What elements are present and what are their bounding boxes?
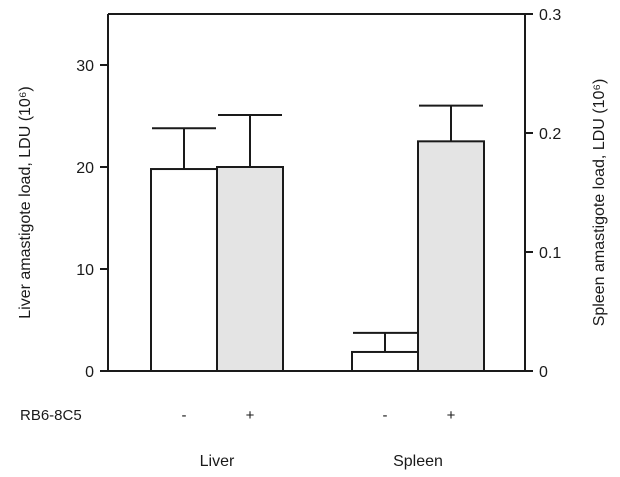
group-label-spleen: Spleen: [393, 453, 443, 470]
bar-liver-minus: [150, 168, 218, 372]
treatment-label: +: [447, 407, 456, 424]
bar-liver-plus: [216, 166, 284, 372]
left-tick-label: 20: [76, 160, 94, 177]
bar-spleen-minus: [351, 350, 419, 372]
right-tick-label: 0.1: [539, 245, 561, 262]
right-tick-label: 0.3: [539, 7, 561, 24]
treatment-label: -: [383, 407, 388, 424]
right-axis-title: Spleen amastigote load, LDU (10⁶): [591, 79, 608, 327]
right-tick-label: 0.2: [539, 126, 561, 143]
treatment-label: +: [246, 407, 255, 424]
left-tick-label: 30: [76, 58, 94, 75]
bars-layer: [150, 104, 485, 372]
bar-spleen-plus: [417, 140, 485, 372]
group-label-liver: Liver: [200, 453, 235, 470]
left-tick-label: 0: [85, 364, 94, 381]
left-axis-title: Liver amastigote load, LDU (10⁶): [17, 86, 34, 318]
row-label: RB6-8C5: [20, 407, 82, 424]
labels-layer: 0 10 20 30 0 0.1 0.2 0.3 Liver amastigote load, …: [17, 7, 608, 470]
right-tick-label: 0: [539, 364, 548, 381]
treatment-label: -: [182, 407, 187, 424]
left-tick-label: 10: [76, 262, 94, 279]
